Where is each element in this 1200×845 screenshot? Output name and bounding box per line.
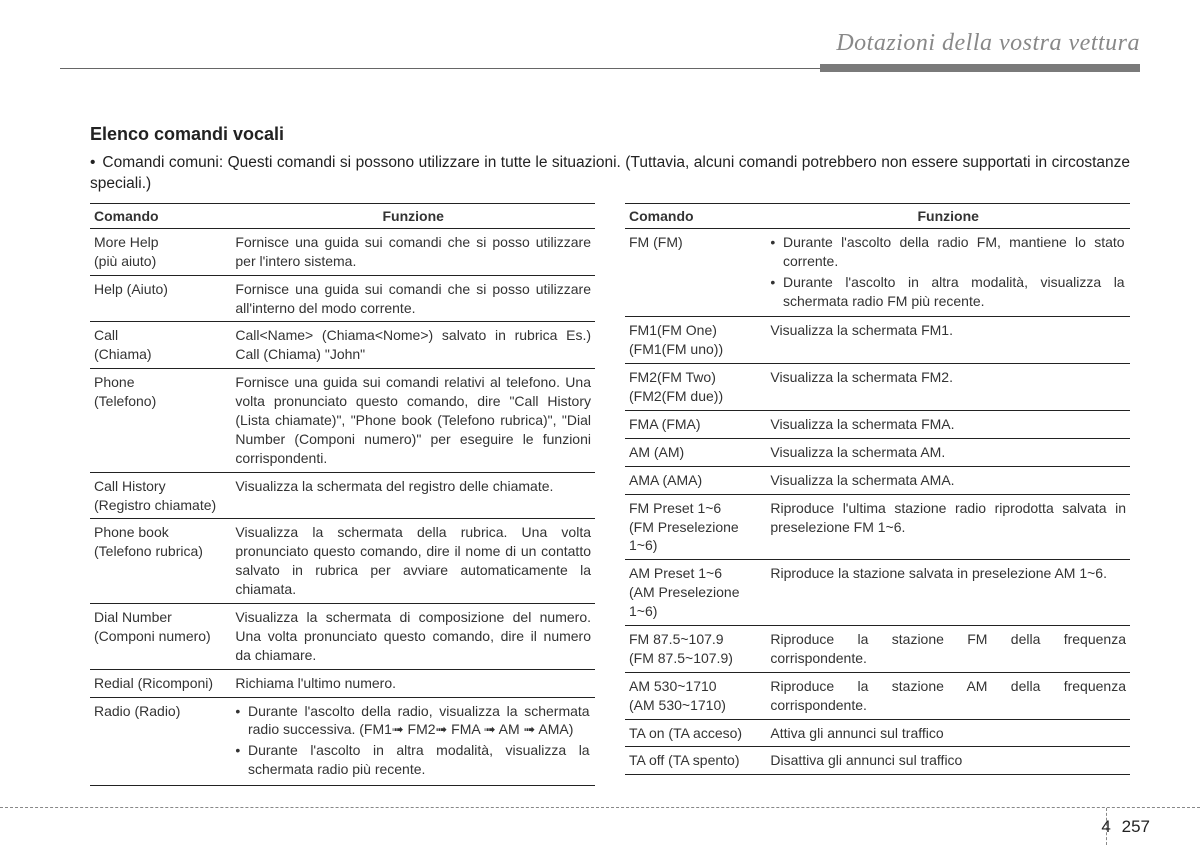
bullet-icon: • (235, 741, 248, 760)
cell-comando: AM (AM) (625, 438, 766, 466)
cell-comando: Phone book(Telefono rubrica) (90, 519, 231, 604)
table-row: Help (Aiuto)Fornisce una guida sui coman… (90, 275, 595, 322)
cell-comando: Help (Aiuto) (90, 275, 231, 322)
cell-funzione: Richiama l'ultimo numero. (231, 669, 595, 697)
table-row: Call History(Registro chiamate)Visualizz… (90, 472, 595, 519)
table-row: Call(Chiama)Call<Name> (Chiama<Nome>) sa… (90, 322, 595, 369)
page-footer: 4 257 (1101, 817, 1150, 837)
cell-funzione: Visualizza la schermata FM2. (766, 364, 1130, 411)
table-row: FM1(FM One)(FM1(FM uno))Visualizza la sc… (625, 317, 1130, 364)
cell-funzione: Fornisce una guida sui comandi che si po… (231, 275, 595, 322)
cell-funzione: Attiva gli annunci sul traffico (766, 719, 1130, 747)
bullet-text: Durante l'ascolto della radio FM, mantie… (783, 233, 1125, 271)
cell-comando: FM Preset 1~6(FM Preselezione 1~6) (625, 494, 766, 560)
table-row: FMA (FMA)Visualizza la schermata FMA. (625, 410, 1130, 438)
cell-comando: FM2(FM Two)(FM2(FM due)) (625, 364, 766, 411)
bullet-text: Durante l'ascolto in altra modalità, vis… (248, 741, 590, 779)
cell-funzione: Visualizza la schermata AM. (766, 438, 1130, 466)
cell-funzione: Disattiva gli annunci sul traffico (766, 747, 1130, 775)
col-header-funzione: Funzione (766, 203, 1130, 228)
cell-funzione: Visualizza la schermata FMA. (766, 410, 1130, 438)
bullet-icon: • (770, 273, 783, 292)
bullet-text: Durante l'ascolto della radio, visualizz… (248, 702, 590, 740)
manual-page: Dotazioni della vostra vettura Elenco co… (0, 0, 1200, 845)
cell-funzione: Fornisce una guida sui comandi relativi … (231, 369, 595, 472)
cell-funzione: Visualizza la schermata del registro del… (231, 472, 595, 519)
table-row: FM (FM)•Durante l'ascolto della radio FM… (625, 228, 1130, 317)
cell-funzione: Riproduce la stazione FM della frequenza… (766, 625, 1130, 672)
cell-comando: Call History(Registro chiamate) (90, 472, 231, 519)
two-column-layout: Comando Funzione More Help(più aiuto)For… (90, 203, 1130, 786)
table-row: AM (AM)Visualizza la schermata AM. (625, 438, 1130, 466)
cell-funzione: Call<Name> (Chiama<Nome>) salvato in rub… (231, 322, 595, 369)
table-row: AM Preset 1~6(AM Preselezione 1~6)Riprod… (625, 560, 1130, 626)
cell-funzione: Fornisce una guida sui comandi che si po… (231, 228, 595, 275)
left-table: Comando Funzione More Help(più aiuto)For… (90, 203, 595, 786)
cell-comando: Call(Chiama) (90, 322, 231, 369)
bullet-icon: • (235, 702, 248, 721)
table-row: FM 87.5~107.9(FM 87.5~107.9)Riproduce la… (625, 625, 1130, 672)
cell-comando: FMA (FMA) (625, 410, 766, 438)
header-accent-bar (820, 64, 1140, 72)
table-row: Radio (Radio)•Durante l'ascolto della ra… (90, 697, 595, 786)
right-column: Comando Funzione FM (FM)•Durante l'ascol… (625, 203, 1130, 786)
table-row: Phone book(Telefono rubrica)Visualizza l… (90, 519, 595, 604)
cell-comando: TA off (TA spento) (625, 747, 766, 775)
table-row: TA on (TA acceso)Attiva gli annunci sul … (625, 719, 1130, 747)
table-header-row: Comando Funzione (90, 203, 595, 228)
cell-comando: Dial Number(Componi numero) (90, 603, 231, 669)
col-header-comando: Comando (90, 203, 231, 228)
cell-funzione: Riproduce la stazione salvata in presele… (766, 560, 1130, 626)
bullet-icon: • (770, 233, 783, 252)
cell-comando: Redial (Ricomponi) (90, 669, 231, 697)
intro-text: •Comandi comuni: Questi comandi si posso… (90, 153, 1130, 195)
intro-body: Comandi comuni: Questi comandi si posson… (90, 154, 1130, 192)
cell-funzione: Riproduce l'ultima stazione radio riprod… (766, 494, 1130, 560)
cell-funzione: Visualizza la schermata FM1. (766, 317, 1130, 364)
right-table: Comando Funzione FM (FM)•Durante l'ascol… (625, 203, 1130, 775)
table-row: Phone(Telefono)Fornisce una guida sui co… (90, 369, 595, 472)
section-title: Elenco comandi vocali (90, 124, 1130, 145)
table-row: FM2(FM Two)(FM2(FM due))Visualizza la sc… (625, 364, 1130, 411)
cell-comando: FM 87.5~107.9(FM 87.5~107.9) (625, 625, 766, 672)
table-row: AM 530~1710(AM 530~1710)Riproduce la sta… (625, 672, 1130, 719)
content-area: Elenco comandi vocali •Comandi comuni: Q… (60, 74, 1140, 786)
page-number: 257 (1122, 817, 1150, 836)
cell-funzione: Visualizza la schermata AMA. (766, 466, 1130, 494)
cell-funzione: Visualizza la schermata della rubrica. U… (231, 519, 595, 604)
col-header-funzione: Funzione (231, 203, 595, 228)
cell-comando: AM 530~1710(AM 530~1710) (625, 672, 766, 719)
cell-comando: FM (FM) (625, 228, 766, 317)
table-row: More Help(più aiuto)Fornisce una guida s… (90, 228, 595, 275)
header-title: Dotazioni della vostra vettura (836, 30, 1140, 57)
table-row: Dial Number(Componi numero)Visualizza la… (90, 603, 595, 669)
cell-comando: FM1(FM One)(FM1(FM uno)) (625, 317, 766, 364)
bullet-text: Durante l'ascolto in altra modalità, vis… (783, 273, 1125, 311)
col-header-comando: Comando (625, 203, 766, 228)
cell-comando: AMA (AMA) (625, 466, 766, 494)
cell-funzione: Visualizza la schermata di composizione … (231, 603, 595, 669)
cell-funzione: Riproduce la stazione AM della frequenza… (766, 672, 1130, 719)
cell-comando: AM Preset 1~6(AM Preselezione 1~6) (625, 560, 766, 626)
table-row: Redial (Ricomponi)Richiama l'ultimo nume… (90, 669, 595, 697)
page-header: Dotazioni della vostra vettura (60, 30, 1140, 74)
table-row: AMA (AMA)Visualizza la schermata AMA. (625, 466, 1130, 494)
cell-comando: Radio (Radio) (90, 697, 231, 786)
table-header-row: Comando Funzione (625, 203, 1130, 228)
cell-comando: More Help(più aiuto) (90, 228, 231, 275)
left-column: Comando Funzione More Help(più aiuto)For… (90, 203, 595, 786)
cell-comando: Phone(Telefono) (90, 369, 231, 472)
section-number: 4 (1101, 817, 1110, 836)
cell-comando: TA on (TA acceso) (625, 719, 766, 747)
cell-funzione: •Durante l'ascolto della radio, visualiz… (231, 697, 595, 786)
table-row: TA off (TA spento)Disattiva gli annunci … (625, 747, 1130, 775)
table-row: FM Preset 1~6(FM Preselezione 1~6)Riprod… (625, 494, 1130, 560)
dashed-cut-line (0, 807, 1200, 808)
cell-funzione: •Durante l'ascolto della radio FM, manti… (766, 228, 1130, 317)
